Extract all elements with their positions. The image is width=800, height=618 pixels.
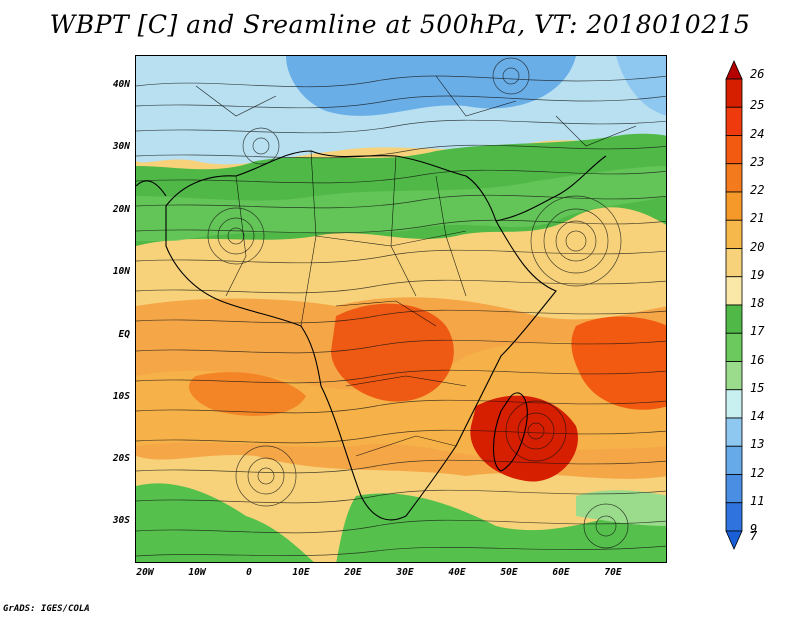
colorbar-bottom-arrow xyxy=(725,530,743,550)
colorbar-cell xyxy=(725,474,743,504)
map-panel xyxy=(135,55,667,563)
colorbar-cell xyxy=(725,304,743,334)
colorbar-cell xyxy=(725,502,743,532)
colorbar-tick-label: 7 xyxy=(750,529,758,543)
colorbar-cell xyxy=(725,276,743,306)
coastlines xyxy=(136,150,607,521)
lon-label: 50E xyxy=(500,567,518,578)
colorbar-tick-label: 19 xyxy=(750,267,765,282)
colorbar-tick-label: 15 xyxy=(750,380,765,395)
colorbar-cell xyxy=(725,445,743,475)
colorbar-tick-label: 24 xyxy=(750,126,765,141)
lon-label: 40E xyxy=(448,567,466,578)
country-borders xyxy=(195,75,637,457)
map-svg xyxy=(136,56,666,562)
colorbar-tick-label: 18 xyxy=(750,296,765,310)
lat-label: 20N xyxy=(112,204,130,215)
lat-label: 10S xyxy=(112,391,130,402)
south-light-green xyxy=(576,490,666,526)
lon-label: 10W xyxy=(188,567,206,578)
colorbar-tick-label: 20 xyxy=(750,239,765,254)
colorbar-cell xyxy=(725,361,743,391)
lat-label: 30N xyxy=(112,141,130,152)
colorbar-tick-label: 12 xyxy=(750,465,765,480)
colorbar-cell xyxy=(725,219,743,249)
south-green-east xyxy=(336,493,666,562)
north-cold-east xyxy=(616,56,666,116)
colorbar-tick-label: 9 xyxy=(750,522,758,536)
hot-region-central xyxy=(331,303,454,402)
lon-label: 20W xyxy=(136,567,154,578)
north-cold-region xyxy=(286,56,576,116)
colorbar-cell xyxy=(725,191,743,221)
lat-label: 20S xyxy=(112,453,130,464)
colorbar xyxy=(725,60,743,550)
lat-label: EQ xyxy=(118,329,130,340)
hot-region-atlantic xyxy=(188,372,306,416)
colorbar-cell xyxy=(725,163,743,193)
lon-label: 70E xyxy=(604,567,622,578)
colorbar-top-arrow xyxy=(725,60,743,80)
colorbar-tick-label: 13 xyxy=(750,437,765,452)
map-title: WBPT [C] and Sreamline at 500hPa, VT: 20… xyxy=(49,10,751,39)
lon-label: 60E xyxy=(552,567,570,578)
colorbar-cell xyxy=(725,332,743,362)
colorbar-cell xyxy=(725,106,743,136)
lat-label: 40N xyxy=(112,79,130,90)
footer-credit: GrADS: IGES/COLA xyxy=(3,604,90,614)
lat-label: 30S xyxy=(112,515,130,526)
colorbar-cell xyxy=(725,78,743,108)
colorbar-tick-label: 23 xyxy=(750,154,765,169)
colorbar-tick-label: 14 xyxy=(750,409,765,423)
colorbar-tick-label: 16 xyxy=(750,352,765,367)
colorbar-cell xyxy=(725,417,743,447)
colorbar-cell xyxy=(725,135,743,165)
colorbar-cell xyxy=(725,248,743,278)
hot-region-madagascar xyxy=(470,395,578,482)
colorbar-tick-label: 21 xyxy=(750,211,765,226)
south-green-west xyxy=(136,483,314,562)
colorbar-tick-label: 26 xyxy=(750,67,765,81)
lat-label: 10N xyxy=(112,266,130,277)
colorbar-tick-label: 25 xyxy=(750,98,765,113)
lon-label: 20E xyxy=(344,567,362,578)
streamlines xyxy=(136,57,666,557)
hot-region-east xyxy=(571,316,666,410)
colorbar-tick-label: 11 xyxy=(750,493,765,508)
lon-label: 0 xyxy=(246,567,252,578)
colorbar-tick-label: 22 xyxy=(750,183,765,197)
colorbar-tick-label: 17 xyxy=(750,324,765,339)
colorbar-cell xyxy=(725,389,743,419)
lon-label: 30E xyxy=(396,567,414,578)
lon-label: 10E xyxy=(292,567,310,578)
